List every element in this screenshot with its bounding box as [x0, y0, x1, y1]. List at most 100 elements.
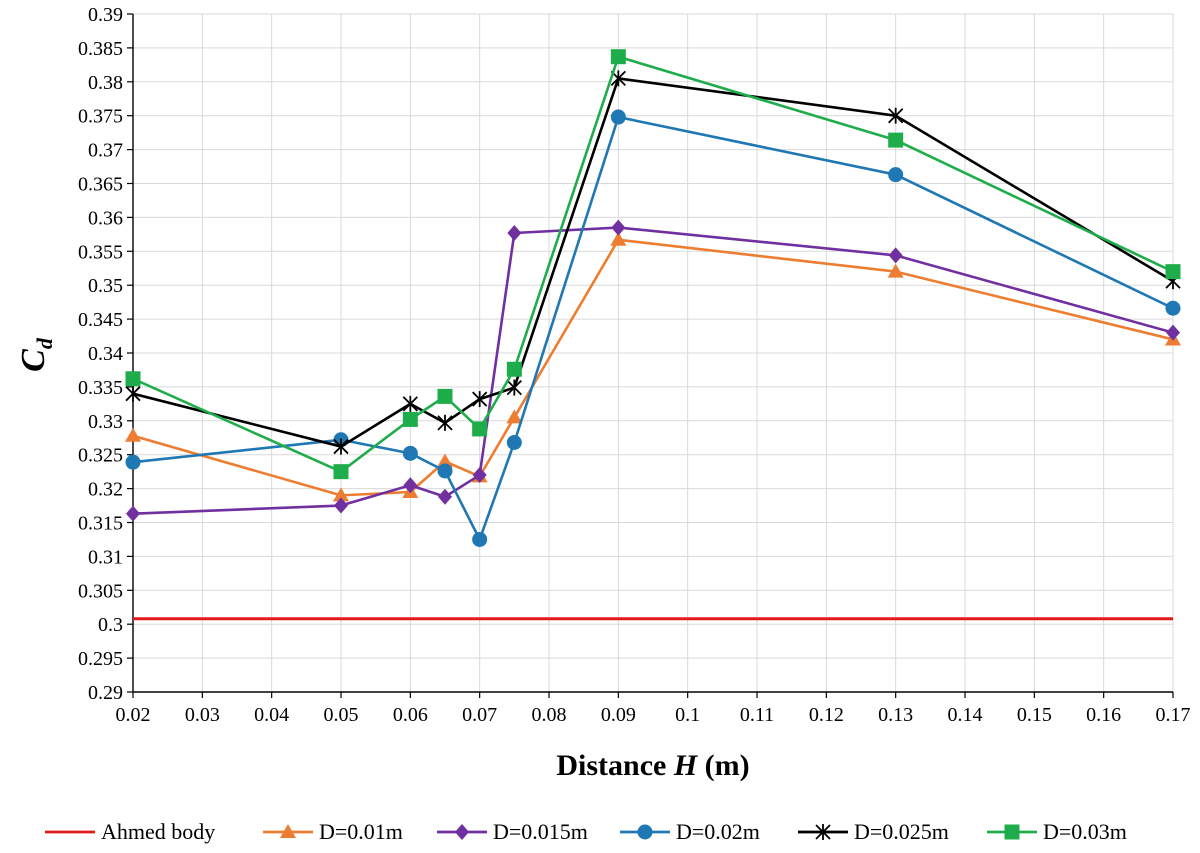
legend-marker [455, 824, 469, 840]
x-axis-title-suffix: (m) [697, 749, 749, 782]
data-point [125, 371, 141, 387]
data-point [125, 454, 141, 470]
axes [127, 13, 1174, 698]
series-line [132, 77, 1174, 448]
data-point [610, 49, 626, 65]
data-point [334, 497, 348, 514]
x-tick-label: 0.1 [675, 704, 700, 726]
data-point [333, 438, 349, 455]
legend-item: D=0.03m [987, 819, 1127, 844]
data-point [333, 487, 349, 502]
x-tick-label: 0.12 [809, 704, 844, 726]
y-tick-label: 0.315 [78, 513, 123, 535]
data-point [437, 463, 453, 479]
y-tick-label: 0.3 [98, 614, 123, 636]
data-point [472, 467, 487, 484]
legend-item: D=0.015m [437, 819, 588, 844]
y-tick-label: 0.365 [78, 174, 123, 196]
series-d-0-025m [125, 70, 1181, 455]
y-tick-label: 0.35 [88, 275, 123, 297]
y-tick-label: 0.31 [88, 546, 123, 568]
legend-label: D=0.03m [1043, 819, 1127, 844]
data-point [1165, 264, 1181, 280]
x-tick-labels: 0.02 0.03 0.04 0.05 0.06 0.07 0.08 0.09 0.1 0.11 0… [116, 704, 1191, 726]
data-point [888, 132, 904, 148]
y-tick-label: 0.305 [78, 580, 123, 602]
y-tick-label: 0.335 [78, 377, 123, 399]
data-point [125, 385, 141, 402]
y-tick-label: 0.385 [78, 38, 123, 60]
data-point [472, 531, 488, 547]
series-lines [125, 49, 1181, 621]
data-point [888, 247, 903, 264]
legend-label: D=0.01m [319, 819, 403, 844]
legend-item: D=0.01m [263, 819, 403, 844]
data-point [888, 107, 904, 124]
data-point [887, 263, 904, 278]
y-axis-title: Cd [15, 337, 57, 372]
x-tick-label: 0.04 [254, 704, 289, 726]
y-tick-label: 0.375 [78, 106, 123, 128]
x-tick-label: 0.03 [185, 704, 220, 726]
data-point [437, 414, 453, 431]
x-tick-label: 0.02 [116, 704, 151, 726]
series-line [132, 226, 1174, 515]
data-point [126, 505, 140, 522]
series-d-0-03m [125, 49, 1181, 480]
data-point [402, 395, 418, 412]
y-tick-label: 0.325 [78, 445, 123, 467]
series-line [132, 238, 1174, 497]
y-tick-label: 0.38 [88, 72, 123, 94]
data-point [437, 453, 453, 468]
legend-item: D=0.02m [620, 819, 760, 844]
x-tick-label: 0.08 [532, 704, 567, 726]
x-tick-label: 0.11 [740, 704, 774, 726]
data-point [610, 109, 626, 125]
legend-item: D=0.025m [798, 819, 949, 844]
legend-marker [1004, 824, 1020, 840]
data-point [507, 224, 522, 241]
x-tick-label: 0.17 [1156, 704, 1191, 726]
data-point [125, 427, 141, 442]
data-point [610, 231, 627, 246]
legend-label: D=0.025m [854, 819, 949, 844]
data-point [888, 167, 904, 183]
y-tick-label: 0.345 [78, 309, 123, 331]
data-point [506, 361, 522, 377]
series-d-0-01m [125, 231, 1181, 502]
data-point [402, 445, 418, 461]
legend: Ahmed body D=0.01m D=0.015m D=0.02m D=0.025m… [45, 819, 1127, 844]
x-tick-label: 0.06 [393, 704, 428, 726]
series-d-0-02m [125, 109, 1181, 547]
x-tick-label: 0.13 [878, 704, 913, 726]
data-point [1166, 324, 1180, 341]
x-tick-label: 0.16 [1086, 704, 1121, 726]
series-line [132, 115, 1174, 541]
data-point [506, 409, 523, 424]
y-axis-title-sub: d [32, 337, 57, 349]
legend-label: D=0.015m [493, 819, 588, 844]
x-axis-title: Distance H (m) [556, 749, 749, 782]
x-tick-label: 0.15 [1017, 704, 1052, 726]
y-tick-label: 0.29 [88, 682, 123, 704]
y-tick-label: 0.33 [88, 411, 123, 433]
x-axis-title-prefix: Distance [556, 749, 673, 782]
legend-item: Ahmed body [45, 819, 215, 844]
legend-marker [637, 824, 653, 840]
x-axis-title-variable: H [673, 749, 699, 782]
legend-label: Ahmed body [101, 819, 215, 844]
y-tick-label: 0.36 [88, 207, 123, 229]
data-point [438, 488, 452, 505]
legend-marker [280, 824, 296, 838]
data-point [472, 391, 488, 408]
grid-lines [132, 13, 1174, 693]
data-point [506, 434, 522, 450]
data-point [402, 411, 418, 427]
x-tick-label: 0.14 [948, 704, 983, 726]
y-axis-title-main: C [15, 349, 52, 372]
x-tick-label: 0.07 [462, 704, 497, 726]
y-tick-label: 0.34 [88, 343, 123, 365]
y-tick-label: 0.37 [88, 140, 123, 162]
data-point [333, 464, 349, 480]
